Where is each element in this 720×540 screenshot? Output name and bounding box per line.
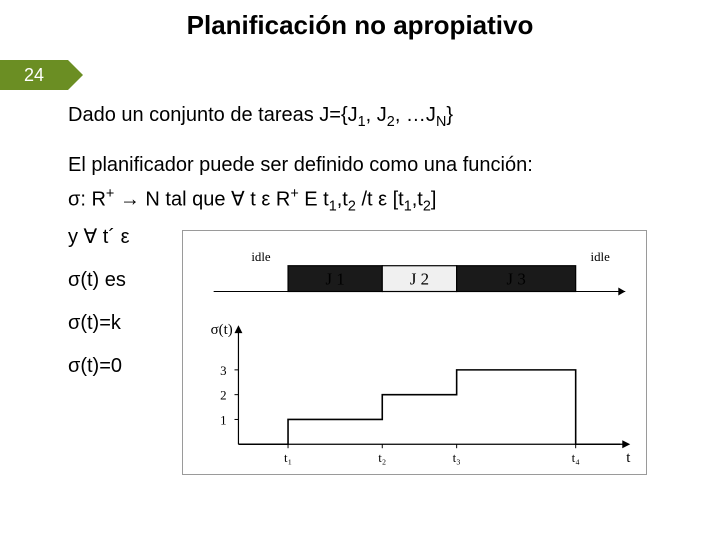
sup: + xyxy=(106,186,114,202)
text: /t ε [t xyxy=(356,189,404,211)
paragraph-def: El planificador puede ser definido como … xyxy=(68,152,700,179)
text: , …J xyxy=(395,104,436,126)
svg-text:t₁: t₁ xyxy=(284,451,292,465)
sub: 1 xyxy=(358,114,366,130)
svg-text:J 2: J 2 xyxy=(410,270,429,289)
svg-text:J 3: J 3 xyxy=(507,270,526,289)
paragraph-sigma-domain: σ: R+ → N tal que ∀ t ε R+ E t1,t2 /t ε … xyxy=(68,185,700,217)
sub: 1 xyxy=(329,199,337,215)
text: , J xyxy=(366,104,387,126)
svg-text:idle: idle xyxy=(251,250,271,264)
svg-text:t₄: t₄ xyxy=(572,451,581,465)
svg-text:t: t xyxy=(626,450,631,466)
text: ] xyxy=(431,189,437,211)
svg-text:t₂: t₂ xyxy=(378,451,386,465)
sub: 2 xyxy=(423,199,431,215)
svg-text:3: 3 xyxy=(220,364,226,378)
sub: 2 xyxy=(387,114,395,130)
text: → N tal que ∀ t ε R xyxy=(120,189,290,211)
svg-text:2: 2 xyxy=(220,389,226,403)
text: } xyxy=(446,104,453,126)
diagram-svg: J 1 J 2 J 3 idle idle σ(t) t 1 2 3 t₁ t₂ t₃ t₄ xyxy=(183,231,646,474)
slide: Planificación no apropiativo 24 Dado un … xyxy=(0,0,720,540)
page-number-tag: 24 xyxy=(0,60,68,90)
svg-text:J 1: J 1 xyxy=(326,270,345,289)
text: E t xyxy=(299,189,329,211)
svg-text:1: 1 xyxy=(220,413,226,427)
paragraph-tasks: Dado un conjunto de tareas J={J1, J2, …J… xyxy=(68,102,700,132)
svg-text:t₃: t₃ xyxy=(453,451,461,465)
sup: + xyxy=(290,186,298,202)
svg-text:idle: idle xyxy=(591,250,611,264)
svg-text:σ(t): σ(t) xyxy=(211,322,233,338)
sub: 1 xyxy=(404,199,412,215)
sub: N xyxy=(436,114,446,130)
text: ,t xyxy=(412,189,423,211)
text: σ: R xyxy=(68,189,106,211)
page-number: 24 xyxy=(24,65,44,86)
slide-title: Planificación no apropiativo xyxy=(0,10,720,41)
text: ,t xyxy=(337,189,348,211)
schedule-diagram: J 1 J 2 J 3 idle idle σ(t) t 1 2 3 t₁ t₂ t₃ t₄ xyxy=(182,230,647,475)
sub: 2 xyxy=(348,199,356,215)
text: Dado un conjunto de tareas J={J xyxy=(68,104,358,126)
